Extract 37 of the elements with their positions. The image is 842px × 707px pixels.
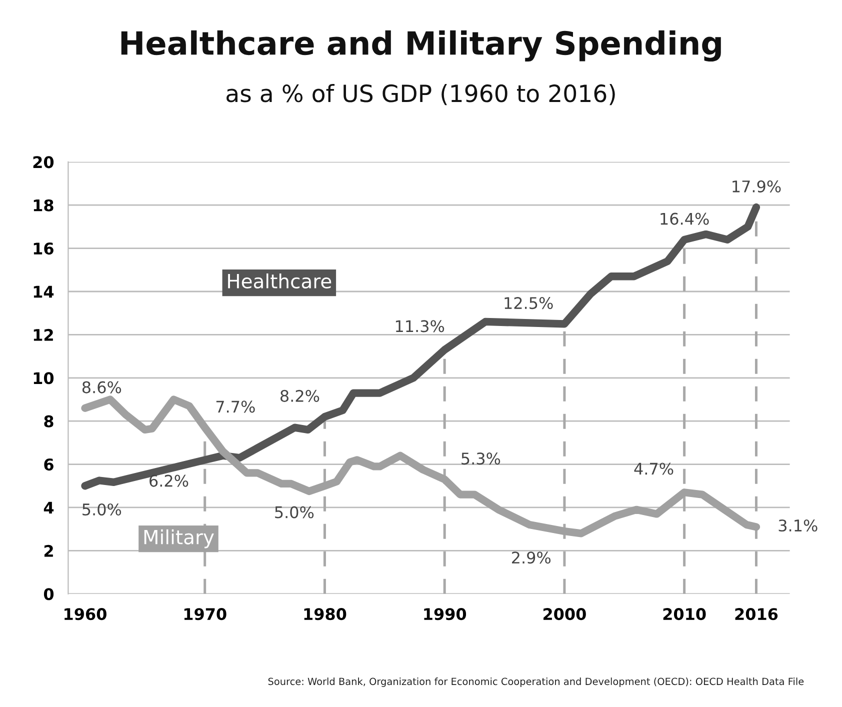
- y-tick-label: 18: [34, 199, 54, 212]
- y-tick-label: 14: [34, 286, 54, 298]
- y-tick-label: 10: [34, 372, 54, 384]
- data-label: 4.7%: [634, 462, 674, 475]
- source-note: Source: World Bank, Organization for Economic Cooperation and Development (OECD): OECD Health Data File: [268, 678, 804, 687]
- y-tick-label: 12: [34, 328, 53, 341]
- y-tick-label: 2: [44, 544, 53, 557]
- data-label: 12.5%: [504, 297, 553, 310]
- data-label: 16.4%: [660, 212, 709, 225]
- x-tick-label: 2010: [663, 608, 706, 620]
- data-label: 3.1%: [778, 519, 818, 532]
- x-tick-label: 1980: [304, 608, 346, 620]
- x-tick-label: 1960: [64, 608, 106, 620]
- text: Military: [144, 529, 214, 548]
- text: Healthcare: [228, 273, 332, 288]
- y-tick-label: 4: [44, 502, 54, 514]
- data-label: 5.3%: [462, 452, 500, 465]
- data-label: 5.0%: [82, 503, 122, 516]
- data-label: 17.9%: [732, 180, 781, 192]
- x-tick-label: 2000: [543, 608, 586, 620]
- x-tick-label: 2016: [735, 608, 778, 620]
- y-tick-label: 6: [44, 458, 54, 471]
- y-tick-label: 16: [34, 242, 54, 255]
- data-label: 2.9%: [512, 552, 551, 564]
- y-tick-label: 0: [44, 588, 54, 600]
- x-tick-label: 1970: [184, 608, 226, 620]
- data-label: 5.0%: [275, 506, 314, 518]
- data-label: 11.3%: [396, 320, 444, 332]
- y-tick-label: 20: [33, 156, 54, 168]
- x-tick-label: 1990: [424, 608, 466, 620]
- chart-subtitle: as a % of US GDP (1960 to 2016): [226, 84, 615, 106]
- data-label: 7.7%: [216, 400, 255, 413]
- data-label: 6.2%: [150, 474, 188, 487]
- data-label: 8.2%: [280, 390, 320, 402]
- chart-title: Healthcare and Military Spending: [121, 30, 721, 62]
- y-tick-label: 8: [44, 415, 54, 428]
- data-label: 8.6%: [82, 381, 122, 394]
